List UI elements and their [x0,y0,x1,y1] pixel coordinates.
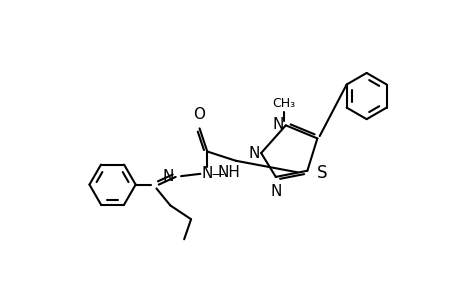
Text: N: N [201,166,213,181]
Text: N: N [248,146,259,160]
Text: —: — [211,168,223,181]
Text: N: N [162,169,174,184]
Text: N: N [269,184,281,199]
Text: NH: NH [217,165,240,180]
Text: S: S [316,164,326,182]
Text: CH₃: CH₃ [272,97,295,110]
Text: O: O [193,107,205,122]
Text: N: N [272,117,284,132]
